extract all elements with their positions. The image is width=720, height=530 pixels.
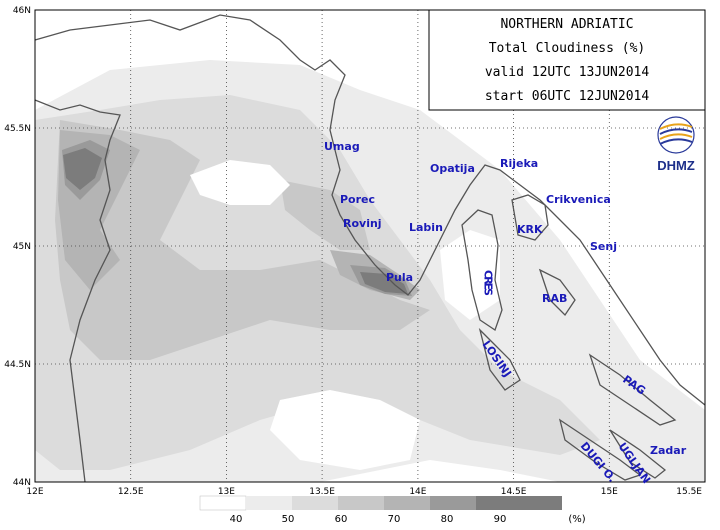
lat-label: 46N [13,6,31,16]
legend-swatch-2 [292,496,338,510]
map-title: NORTHERN ADRIATIC [500,17,633,32]
place-label-pula: Pula [386,271,413,284]
lat-label: 44N [13,478,31,488]
legend-label: 60 [335,514,348,525]
place-label-rijeka: Rijeka [500,157,538,170]
lon-label: 15.5E [676,487,702,497]
clear-area-1 [190,160,290,205]
cloud-shading [35,60,705,482]
place-label-zadar: Zadar [650,444,687,457]
plot-frame [34,9,706,483]
place-label-krk: KRK [517,223,543,236]
place-label-crikvenica: Crikvenica [546,193,611,206]
start-time: start 06UTC 12JUN2014 [485,89,650,104]
cloud-band-60 [55,120,430,360]
map-variable: Total Cloudiness (%) [489,41,646,56]
place-label-umag: Umag [324,140,360,153]
lon-label: 14.5E [501,487,527,497]
legend-swatch-5 [430,496,476,510]
lon-label: 13E [218,487,235,497]
title-box: NORTHERN ADRIATIC Total Cloudiness (%) v… [428,9,706,111]
lon-label: 12.5E [118,487,144,497]
longitude-labels: 12E 12.5E 13E 13.5E 14E 14.5E 15E 15.5E [26,487,702,497]
legend-swatch-0 [199,495,247,511]
lat-lon-grid [35,10,705,482]
coastline [34,14,706,483]
place-label-cres: CRES [482,270,495,296]
cloud-band-90b [360,272,408,294]
lat-label: 45N [13,242,31,252]
cloud-band-90 [63,148,102,190]
legend-swatch-4 [384,496,430,510]
clear-area-2 [270,390,420,470]
place-label-senj: Senj [590,240,617,253]
place-label-rovinj: Rovinj [343,217,382,230]
lat-label: 44.5N [4,360,31,370]
legend-unit: (%) [568,514,585,525]
lat-label: 45.5N [4,124,31,134]
logo-text: DHMZ [657,158,695,173]
lon-label: 14E [409,487,426,497]
cloud-band-60b [280,180,370,250]
legend-label: 40 [230,514,243,525]
valid-time: valid 12UTC 13JUN2014 [485,65,650,80]
legend-swatch-6 [476,496,562,510]
legend: 40 50 60 70 80 90 (%) [199,495,586,525]
lon-label: 12E [26,487,43,497]
lon-label: 13.5E [309,487,335,497]
legend-label: 90 [494,514,507,525]
latitude-labels: 46N 45.5N 45N 44.5N 44N [4,6,31,488]
place-label-labin: Labin [409,221,443,234]
lon-label: 15E [601,487,618,497]
legend-swatch-1 [246,496,292,510]
legend-label: 50 [282,514,295,525]
place-label-opatija: Opatija [430,162,475,175]
legend-label: 70 [388,514,401,525]
place-label-rab: RAB [542,292,567,305]
place-label-porec: Porec [340,193,375,206]
dhmz-logo: DHMZ [657,116,695,173]
legend-swatch-3 [338,496,384,510]
legend-label: 80 [441,514,454,525]
